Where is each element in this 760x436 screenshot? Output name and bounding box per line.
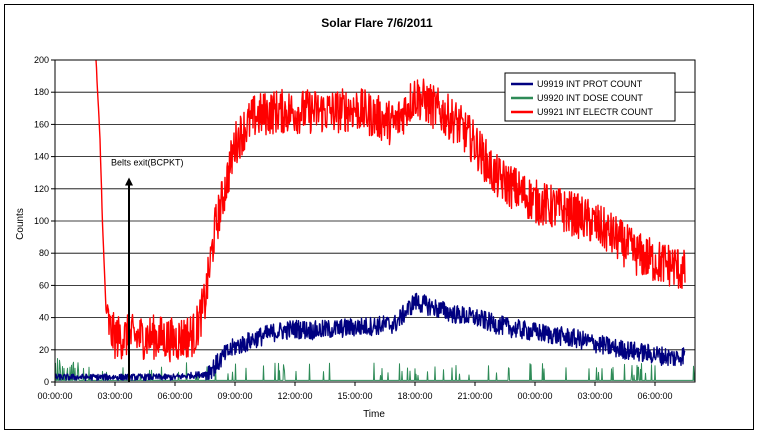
chart-frame: Solar Flare 7/6/2011 Belts exit(BCPKT) 0… bbox=[4, 4, 754, 430]
y-tick-label: 20 bbox=[39, 345, 49, 355]
chart-title: Solar Flare 7/6/2011 bbox=[321, 16, 433, 30]
annotation: Belts exit(BCPKT) bbox=[111, 158, 184, 382]
x-tick-label: 12:00:00 bbox=[277, 391, 312, 401]
belts-exit-label: Belts exit(BCPKT) bbox=[111, 158, 184, 168]
belts-exit-arrowhead bbox=[125, 177, 133, 186]
x-tick-label: 18:00:00 bbox=[397, 391, 432, 401]
x-tick-label: 06:00:00 bbox=[157, 391, 192, 401]
y-tick-label: 60 bbox=[39, 280, 49, 290]
x-tick-label: 21:00:00 bbox=[457, 391, 492, 401]
x-tick-label: 00:00:00 bbox=[37, 391, 72, 401]
y-tick-label: 40 bbox=[39, 313, 49, 323]
legend-entry-2: U9921 INT ELECTR COUNT bbox=[537, 107, 653, 117]
legend-entry-1: U9920 INT DOSE COUNT bbox=[537, 93, 643, 103]
y-tick-label: 120 bbox=[34, 184, 49, 194]
series-line-1 bbox=[54, 358, 696, 381]
legend-entry-0: U9919 INT PROT COUNT bbox=[537, 79, 643, 89]
y-tick-labels: 0 20 40 60 80 100 120 140 160 180 200 bbox=[34, 55, 55, 387]
y-tick-label: 180 bbox=[34, 87, 49, 97]
y-tick-label: 80 bbox=[39, 248, 49, 258]
y-axis-label: Counts bbox=[15, 208, 26, 240]
y-tick-label: 140 bbox=[34, 152, 49, 162]
y-tick-label: 200 bbox=[34, 55, 49, 65]
x-tick-label: 03:00:00 bbox=[97, 391, 132, 401]
x-tick-label: 00:00:00 bbox=[517, 391, 552, 401]
series-line-2 bbox=[95, 59, 686, 363]
x-tick-label: 06:00:00 bbox=[637, 391, 672, 401]
y-tick-label: 0 bbox=[44, 377, 49, 387]
x-tick-label: 09:00:00 bbox=[217, 391, 252, 401]
series-lines bbox=[54, 59, 696, 382]
legend: U9919 INT PROT COUNT U9920 INT DOSE COUNT… bbox=[504, 72, 676, 122]
x-axis-label: Time bbox=[363, 409, 385, 420]
y-tick-label: 100 bbox=[34, 216, 49, 226]
legend-box bbox=[504, 72, 676, 122]
x-tick-label: 03:00:00 bbox=[577, 391, 612, 401]
series-line-0 bbox=[54, 292, 686, 382]
solar-flare-chart: Solar Flare 7/6/2011 Belts exit(BCPKT) 0… bbox=[15, 16, 696, 420]
x-tick-labels: 00:00:00 03:00:00 06:00:00 09:00:00 12:00:00… bbox=[37, 382, 673, 401]
y-tick-label: 160 bbox=[34, 119, 49, 129]
x-tick-label: 15:00:00 bbox=[337, 391, 372, 401]
